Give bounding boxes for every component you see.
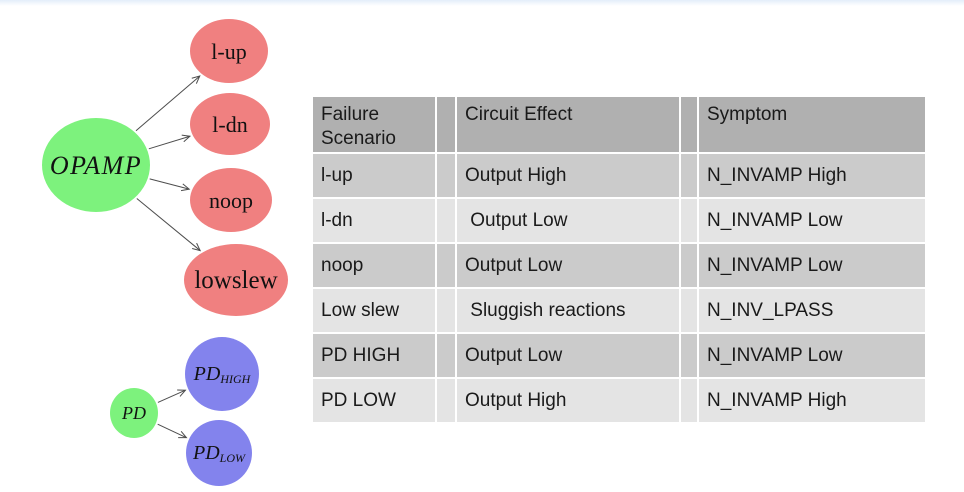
row-0-spacer-0 xyxy=(437,154,455,197)
node-opamp-label: OPAMP xyxy=(50,151,142,180)
header-spacer-0 xyxy=(437,97,455,152)
edge-opamp-to-l-dn xyxy=(148,134,192,150)
row-4-cell-failure-scenario-text: PD HIGH xyxy=(321,344,401,366)
row-2-spacer-1 xyxy=(681,244,697,287)
header-cell-failure-scenario: Failure Scenario xyxy=(313,97,435,152)
row-2-cell-circuit-effect-text: Output Low xyxy=(465,254,563,276)
row-2-spacer-0 xyxy=(437,244,455,287)
row-2-cell-circuit-effect: Output Low xyxy=(457,244,679,287)
node-pd-low-label: PDLOW xyxy=(192,442,246,465)
node-noop-label: noop xyxy=(209,188,253,213)
header-cell-symptom-text: Symptom xyxy=(707,104,788,125)
row-3-cell-failure-scenario-text: Low slew xyxy=(321,299,400,321)
row-2-cell-symptom-text: N_INVAMP Low xyxy=(707,254,843,276)
row-0-spacer-1 xyxy=(681,154,697,197)
node-l-dn-label: l-dn xyxy=(212,112,247,137)
header-spacer-1 xyxy=(681,97,697,152)
row-0-cell-failure-scenario-text: l-up xyxy=(321,164,353,186)
node-pd-high-label: PDHIGH xyxy=(193,363,252,386)
failure-scenario-table: Failure Scenario Circuit Effect Symptom l-u… xyxy=(313,97,925,422)
node-pd-low-shape xyxy=(186,420,252,486)
node-l-up-label: l-up xyxy=(211,39,246,64)
row-5-cell-circuit-effect: Output High xyxy=(457,379,679,422)
fault-tree-diagram: OPAMP l-up l-dn noop lowslew PD PDHIGH PDLOW xyxy=(42,19,288,486)
row-1-cell-failure-scenario-text: l-dn xyxy=(321,209,353,231)
header-cell-failure-scenario-text: Failure Scenario xyxy=(321,104,396,149)
row-3-cell-circuit-effect-text: Sluggish reactions xyxy=(465,299,626,321)
row-2-cell-symptom: N_INVAMP Low xyxy=(699,244,925,287)
row-4-cell-failure-scenario: PD HIGH xyxy=(313,334,435,377)
node-pd-low: PDLOW xyxy=(186,420,252,486)
header-cell-circuit-effect-text: Circuit Effect xyxy=(465,104,573,125)
node-l-dn: l-dn xyxy=(190,93,270,155)
row-5-cell-symptom: N_INVAMP High xyxy=(699,379,925,422)
node-noop: noop xyxy=(190,168,272,232)
edge-pd-to-pd-low xyxy=(157,423,188,439)
row-3-cell-symptom: N_INV_LPASS xyxy=(699,289,925,332)
row-5-spacer-1 xyxy=(681,379,697,422)
node-l-dn-shape xyxy=(190,93,270,155)
row-0-cell-symptom: N_INVAMP High xyxy=(699,154,925,197)
row-4-cell-circuit-effect-text: Output Low xyxy=(465,344,563,366)
row-0-cell-symptom-text: N_INVAMP High xyxy=(707,164,847,186)
node-pd-high: PDHIGH xyxy=(185,337,259,411)
row-3-spacer-0 xyxy=(437,289,455,332)
node-lowslew-shape xyxy=(184,244,288,316)
row-1-cell-symptom: N_INVAMP Low xyxy=(699,199,925,242)
row-0-cell-circuit-effect-text: Output High xyxy=(465,164,567,186)
row-2-cell-failure-scenario-text: noop xyxy=(321,254,364,276)
node-pd-shape xyxy=(110,388,158,438)
row-0-cell-failure-scenario: l-up xyxy=(313,154,435,197)
top-edge-strip xyxy=(0,0,964,6)
row-3-cell-failure-scenario: Low slew xyxy=(313,289,435,332)
node-pd-high-shape xyxy=(185,337,259,411)
edge-opamp-to-noop xyxy=(149,178,191,192)
row-5-cell-symptom-text: N_INVAMP High xyxy=(707,389,847,411)
row-1-spacer-1 xyxy=(681,199,697,242)
node-pd-label: PD xyxy=(121,403,146,423)
row-4-cell-circuit-effect: Output Low xyxy=(457,334,679,377)
row-5-cell-failure-scenario: PD LOW xyxy=(313,379,435,422)
edge-opamp-to-l-up xyxy=(135,75,201,132)
row-2-cell-failure-scenario: noop xyxy=(313,244,435,287)
row-4-spacer-1 xyxy=(681,334,697,377)
row-5-cell-circuit-effect-text: Output High xyxy=(465,389,567,411)
header-cell-symptom: Symptom xyxy=(699,97,925,152)
node-opamp: OPAMP xyxy=(42,118,150,212)
header-cell-circuit-effect: Circuit Effect xyxy=(457,97,679,152)
node-lowslew: lowslew xyxy=(184,244,288,316)
row-1-cell-symptom-text: N_INVAMP Low xyxy=(707,209,843,231)
row-5-cell-failure-scenario-text: PD LOW xyxy=(321,389,396,411)
node-l-up: l-up xyxy=(190,19,268,83)
row-1-cell-circuit-effect-text: Output Low xyxy=(465,209,568,231)
node-lowslew-label: lowslew xyxy=(194,267,277,294)
node-l-up-shape xyxy=(190,19,268,83)
row-3-cell-circuit-effect: Sluggish reactions xyxy=(457,289,679,332)
node-pd: PD xyxy=(110,388,158,438)
row-4-cell-symptom: N_INVAMP Low xyxy=(699,334,925,377)
edge-pd-to-pd-high xyxy=(157,389,187,403)
row-4-cell-symptom-text: N_INVAMP Low xyxy=(707,344,843,366)
row-1-spacer-0 xyxy=(437,199,455,242)
row-1-cell-failure-scenario: l-dn xyxy=(313,199,435,242)
row-1-cell-circuit-effect: Output Low xyxy=(457,199,679,242)
node-noop-shape xyxy=(190,168,272,232)
row-3-spacer-1 xyxy=(681,289,697,332)
row-0-cell-circuit-effect: Output High xyxy=(457,154,679,197)
node-opamp-shape xyxy=(42,118,150,212)
row-5-spacer-0 xyxy=(437,379,455,422)
edge-opamp-to-lowslew xyxy=(136,198,202,252)
row-4-spacer-0 xyxy=(437,334,455,377)
row-3-cell-symptom-text: N_INV_LPASS xyxy=(707,299,834,321)
